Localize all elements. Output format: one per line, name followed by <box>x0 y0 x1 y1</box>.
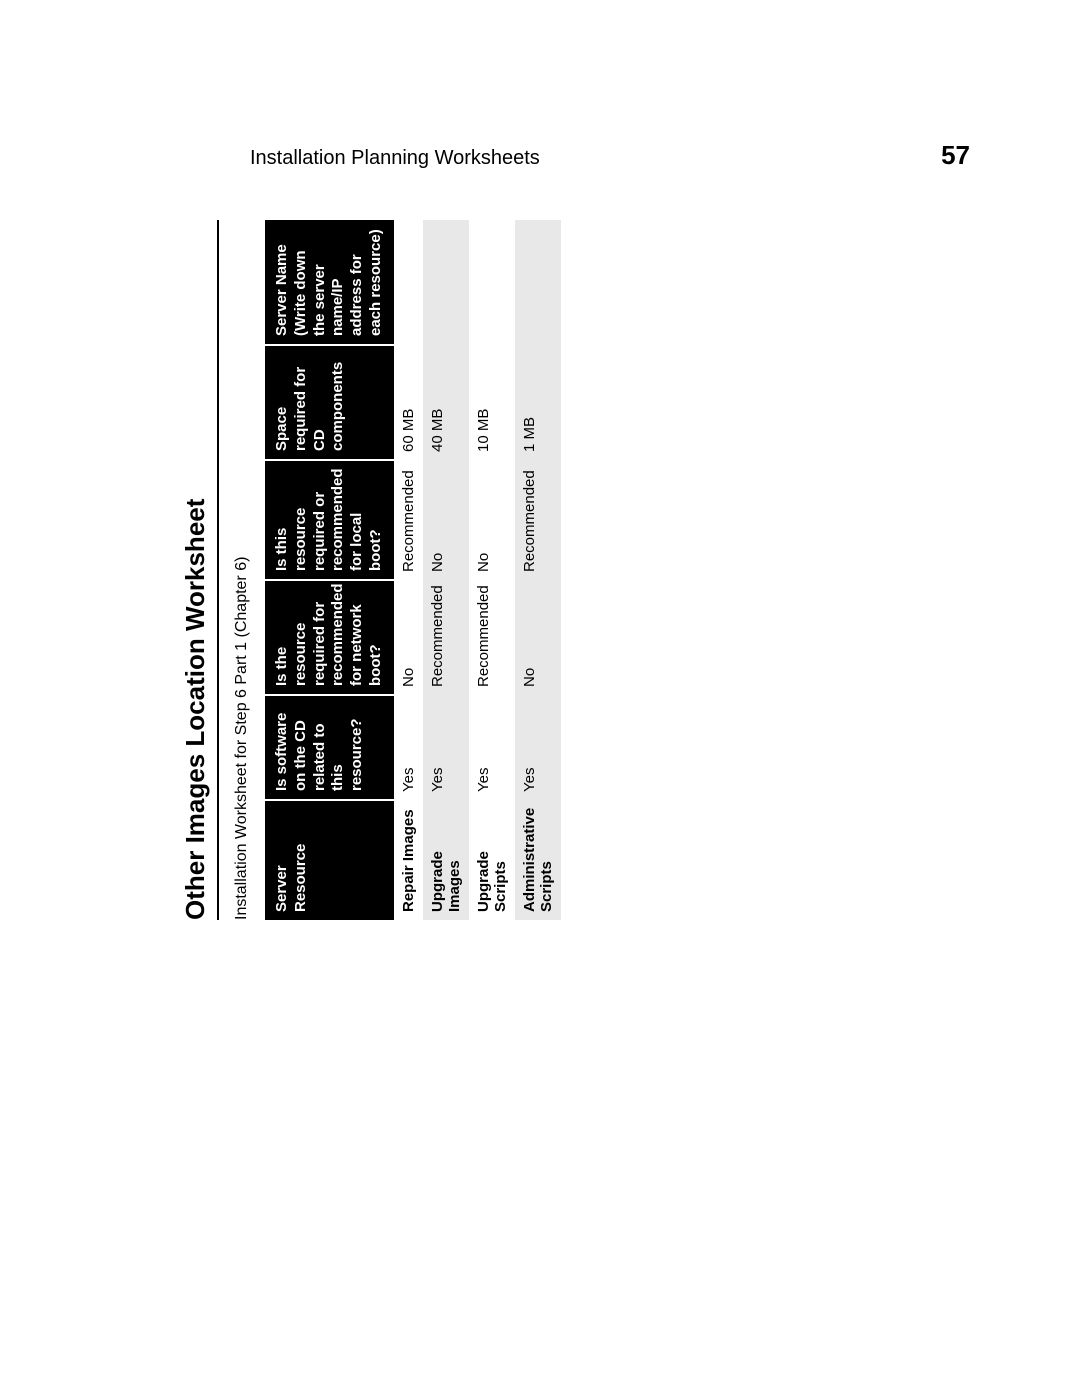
row-local: No <box>423 460 469 580</box>
row-net: No <box>515 580 561 695</box>
row-space: 10 MB <box>469 345 515 460</box>
document-page: Installation Planning Worksheets 57 Othe… <box>0 0 1080 1397</box>
row-net: No <box>394 580 423 695</box>
row-name: Upgrade Images <box>423 800 469 920</box>
table-row: Administrative Scripts Yes No Recommende… <box>515 220 561 920</box>
row-space: 1 MB <box>515 345 561 460</box>
row-server <box>469 220 515 345</box>
table-row: Repair Images Yes No Recommended 60 MB <box>394 220 423 920</box>
col-header: Server Resource <box>265 800 394 920</box>
row-server <box>423 220 469 345</box>
col-header: Space required for CD components <box>265 345 394 460</box>
row-local: No <box>469 460 515 580</box>
row-name: Upgrade Scripts <box>469 800 515 920</box>
row-local: Recommended <box>394 460 423 580</box>
row-net: Recommended <box>423 580 469 695</box>
col-header: Is the resource required for recommended… <box>265 580 394 695</box>
table-row: Upgrade Images Yes Recommended No 40 MB <box>423 220 469 920</box>
section-title: Other Images Location Worksheet <box>180 220 219 920</box>
row-cd: Yes <box>515 695 561 800</box>
col-header: Server Name (Write down the server name/… <box>265 220 394 345</box>
row-space: 40 MB <box>423 345 469 460</box>
col-header: Is this resource required or recommended… <box>265 460 394 580</box>
table-header-row: Server Resource Is software on the CD re… <box>265 220 394 920</box>
page-number: 57 <box>941 140 970 171</box>
row-local: Recommended <box>515 460 561 580</box>
row-net: Recommended <box>469 580 515 695</box>
row-space: 60 MB <box>394 345 423 460</box>
row-cd: Yes <box>394 695 423 800</box>
row-cd: Yes <box>469 695 515 800</box>
rotated-content: Other Images Location Worksheet Installa… <box>180 220 880 920</box>
row-name: Administrative Scripts <box>515 800 561 920</box>
table-row: Upgrade Scripts Yes Recommended No 10 MB <box>469 220 515 920</box>
col-header: Is software on the CD related to this re… <box>265 695 394 800</box>
row-server <box>394 220 423 345</box>
row-name: Repair Images <box>394 800 423 920</box>
page-header-title: Installation Planning Worksheets <box>250 147 540 170</box>
section-subtitle: Installation Worksheet for Step 6 Part 1… <box>233 220 251 920</box>
row-cd: Yes <box>423 695 469 800</box>
worksheet-table: Server Resource Is software on the CD re… <box>265 220 561 920</box>
row-server <box>515 220 561 345</box>
page-header: Installation Planning Worksheets 57 <box>250 140 970 171</box>
